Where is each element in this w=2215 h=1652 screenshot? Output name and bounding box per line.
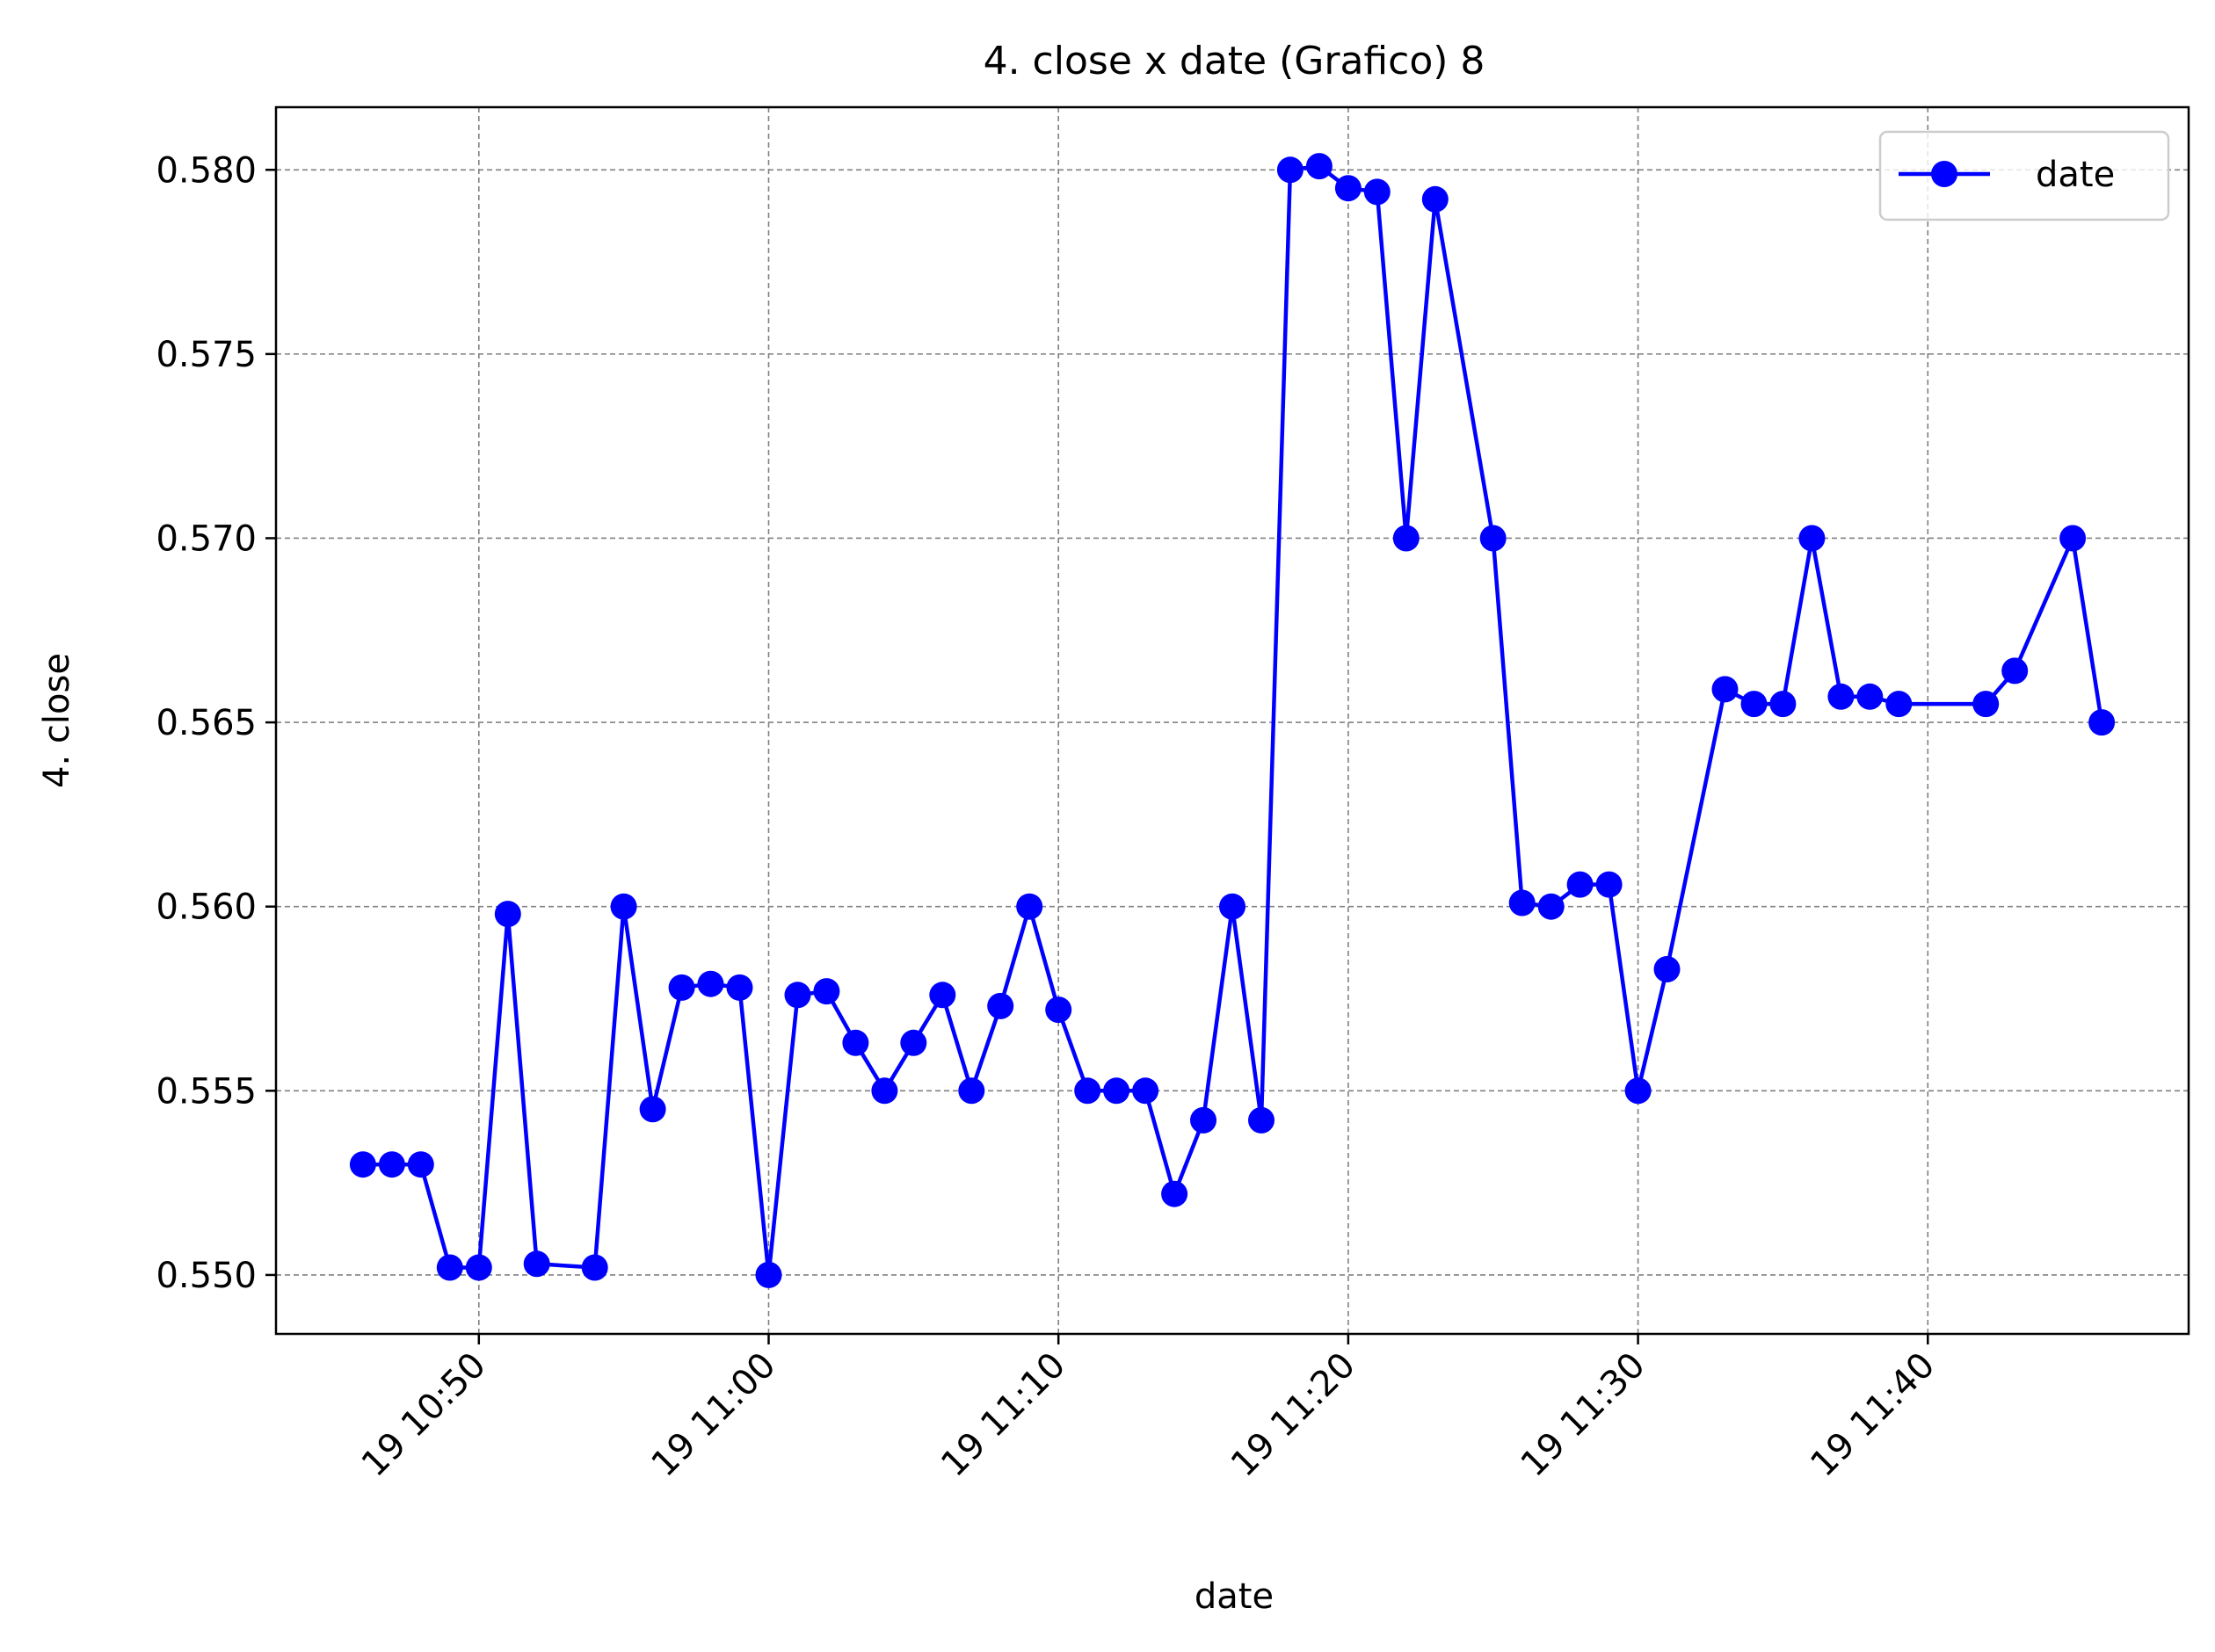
data-point — [1190, 1106, 1216, 1134]
data-point — [2088, 709, 2116, 736]
data-point — [639, 1096, 666, 1123]
y-tick-label: 0.560 — [156, 888, 257, 928]
data-point — [494, 901, 521, 928]
data-point — [784, 982, 811, 1009]
data-point — [1392, 525, 1420, 552]
data-point — [1537, 893, 1565, 920]
data-point — [1219, 893, 1245, 920]
data-point — [523, 1250, 550, 1278]
data-point — [871, 1077, 898, 1105]
data-point — [987, 992, 1014, 1019]
grid — [276, 107, 2189, 1334]
legend-label: date — [2036, 155, 2115, 195]
data-point — [900, 1029, 927, 1056]
chart-title: 4. close x date (Grafico) 8 — [984, 39, 1485, 83]
data-point — [929, 982, 956, 1009]
series-layer — [349, 153, 2116, 1288]
data-point — [1132, 1077, 1159, 1105]
data-point — [1740, 691, 1768, 718]
y-axis-label: 4. close — [37, 653, 77, 788]
data-point — [1074, 1077, 1101, 1105]
data-point — [1798, 525, 1826, 552]
data-point — [2001, 657, 2029, 685]
data-point — [1016, 893, 1043, 920]
y-tick-label: 0.575 — [156, 335, 257, 375]
y-tick-label: 0.550 — [156, 1256, 257, 1296]
data-point — [1827, 683, 1855, 710]
legend-marker-swatch — [1931, 161, 1957, 187]
data-point — [1711, 676, 1739, 703]
data-point — [1972, 691, 2000, 718]
data-point — [1479, 525, 1507, 552]
data-point — [842, 1029, 869, 1056]
data-point — [1045, 996, 1072, 1024]
data-point — [1248, 1106, 1275, 1134]
data-point — [1161, 1180, 1188, 1207]
data-point — [349, 1151, 376, 1178]
data-point — [1508, 889, 1536, 917]
data-point — [610, 893, 637, 920]
data-point — [407, 1151, 434, 1178]
data-point — [436, 1254, 463, 1281]
data-point — [697, 970, 724, 997]
x-axis-label: date — [1195, 1576, 1274, 1617]
data-point — [1103, 1077, 1130, 1105]
data-point — [1769, 691, 1797, 718]
data-point — [755, 1261, 782, 1288]
data-point — [581, 1254, 608, 1281]
data-point — [1276, 156, 1304, 184]
data-point — [668, 974, 695, 1001]
data-point — [1421, 185, 1449, 213]
plot-area-frame — [274, 105, 2190, 1336]
legend: date — [1878, 130, 2170, 221]
y-tick-label: 0.555 — [156, 1071, 257, 1112]
data-point — [1566, 871, 1594, 898]
y-tick-label: 0.565 — [156, 703, 257, 743]
data-point — [958, 1077, 985, 1105]
data-point — [726, 974, 753, 1001]
data-point — [1334, 175, 1362, 202]
data-point — [1363, 178, 1391, 206]
data-point — [1885, 691, 1913, 718]
data-point — [465, 1254, 492, 1281]
data-point — [1305, 153, 1333, 180]
data-point — [1653, 956, 1681, 982]
data-point — [2059, 525, 2087, 552]
data-point — [813, 978, 840, 1005]
y-tick-label: 0.580 — [156, 150, 257, 191]
data-point — [1595, 871, 1623, 898]
y-tick-label: 0.570 — [156, 518, 257, 559]
legend-box — [1878, 130, 2170, 221]
data-point — [1856, 683, 1884, 710]
data-point — [378, 1151, 405, 1178]
data-point — [1624, 1077, 1652, 1105]
